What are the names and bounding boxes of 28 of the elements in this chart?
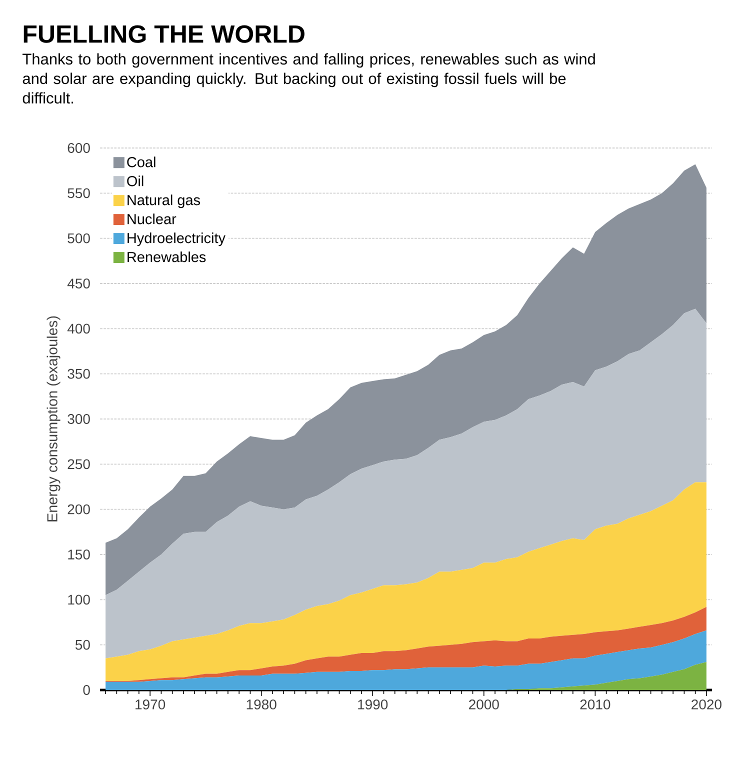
chart-title: FUELLING THE WORLD [24, 25, 304, 43]
y-tick-label: 50 [75, 640, 90, 650]
y-axis-title: Energy consumption (exajoules) [46, 316, 60, 522]
y-tick-label: 200 [68, 504, 90, 514]
chart-subtitle: Thanks to both government incentives and falling prices, renewables such as wind and solar are expanding quickly. But backing out of existing fossil fuels will be difficult. [22, 53, 595, 104]
y-tick-label: 150 [68, 550, 90, 560]
y-tick-label: 350 [68, 368, 90, 379]
x-tick-label: 1990 [358, 700, 388, 710]
y-tick-label: 0 [83, 685, 90, 695]
y-tick-label: 300 [68, 414, 90, 424]
y-tick-label: 400 [67, 324, 90, 334]
x-tick-label: 2000 [469, 700, 499, 710]
legend-label: Nuclear [128, 214, 176, 224]
y-tick-label: 550 [68, 188, 90, 198]
legend-label: Hydroelectricity [128, 232, 226, 246]
x-tick-label: 1970 [136, 700, 166, 710]
x-tick-label: 2020 [692, 700, 722, 710]
y-tick-label: 500 [68, 233, 90, 244]
y-tick-label: 600 [68, 143, 90, 153]
legend-label: Natural gas [128, 194, 200, 208]
y-tick-label: 100 [68, 594, 90, 605]
legend-label: Renewables [128, 252, 206, 262]
x-tick-label: 2010 [580, 700, 610, 710]
y-tick-label: 250 [68, 459, 90, 470]
legend-label: Oil [127, 176, 144, 186]
x-tick-label: 1980 [246, 700, 276, 710]
y-tick-label: 450 [67, 278, 90, 288]
legend-label: Coal [127, 156, 156, 168]
